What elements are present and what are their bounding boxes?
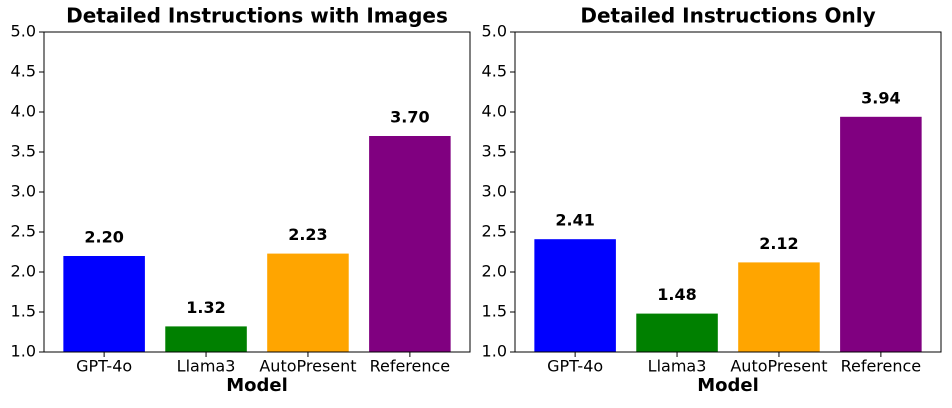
y-tick-label: 5.0 <box>11 22 36 41</box>
bar <box>636 313 718 352</box>
x-tick-label: AutoPresent <box>730 357 827 376</box>
y-tick-label: 3.5 <box>482 142 507 161</box>
bar <box>165 326 247 352</box>
y-tick-label: 1.0 <box>11 342 36 361</box>
bar <box>840 116 922 352</box>
bar <box>369 136 451 352</box>
bar <box>738 262 820 352</box>
value-label: 1.48 <box>657 285 696 304</box>
x-tick-label: Reference <box>370 357 451 376</box>
x-tick-label: Llama3 <box>177 357 236 376</box>
value-label: 2.12 <box>759 234 798 253</box>
y-tick-label: 3.5 <box>11 142 36 161</box>
y-tick-label: 3.0 <box>482 182 507 201</box>
y-tick-label: 5.0 <box>482 22 507 41</box>
y-tick-label: 2.5 <box>482 222 507 241</box>
y-tick-label: 2.0 <box>482 262 507 281</box>
x-axis-label: Model <box>226 375 288 396</box>
x-tick-label: AutoPresent <box>259 357 356 376</box>
bar <box>534 239 616 352</box>
plot-frame <box>514 31 942 353</box>
chart-title: Detailed Instructions with Images <box>66 4 448 28</box>
x-tick-label: Llama3 <box>648 357 707 376</box>
x-tick-label: GPT-4o <box>547 357 603 376</box>
y-tick-label: 4.0 <box>11 102 36 121</box>
y-tick-label: 4.0 <box>482 102 507 121</box>
bar <box>267 253 349 352</box>
value-label: 3.70 <box>390 108 429 127</box>
value-label: 2.23 <box>288 225 327 244</box>
x-tick-label: Reference <box>841 357 922 376</box>
bar <box>63 256 145 352</box>
y-tick-label: 2.5 <box>11 222 36 241</box>
y-tick-label: 1.0 <box>482 342 507 361</box>
chart-title: Detailed Instructions Only <box>580 4 875 28</box>
y-tick-label: 4.5 <box>482 62 507 81</box>
y-tick-label: 2.0 <box>11 262 36 281</box>
plot-frame <box>43 31 471 353</box>
value-label: 2.41 <box>555 211 594 230</box>
value-label: 3.94 <box>861 88 900 107</box>
value-label: 2.20 <box>84 228 123 247</box>
value-label: 1.32 <box>186 298 225 317</box>
y-tick-label: 3.0 <box>11 182 36 201</box>
y-tick-label: 4.5 <box>11 62 36 81</box>
x-tick-label: GPT-4o <box>76 357 132 376</box>
y-tick-label: 1.5 <box>482 302 507 321</box>
x-axis-label: Model <box>697 375 759 396</box>
y-tick-label: 1.5 <box>11 302 36 321</box>
